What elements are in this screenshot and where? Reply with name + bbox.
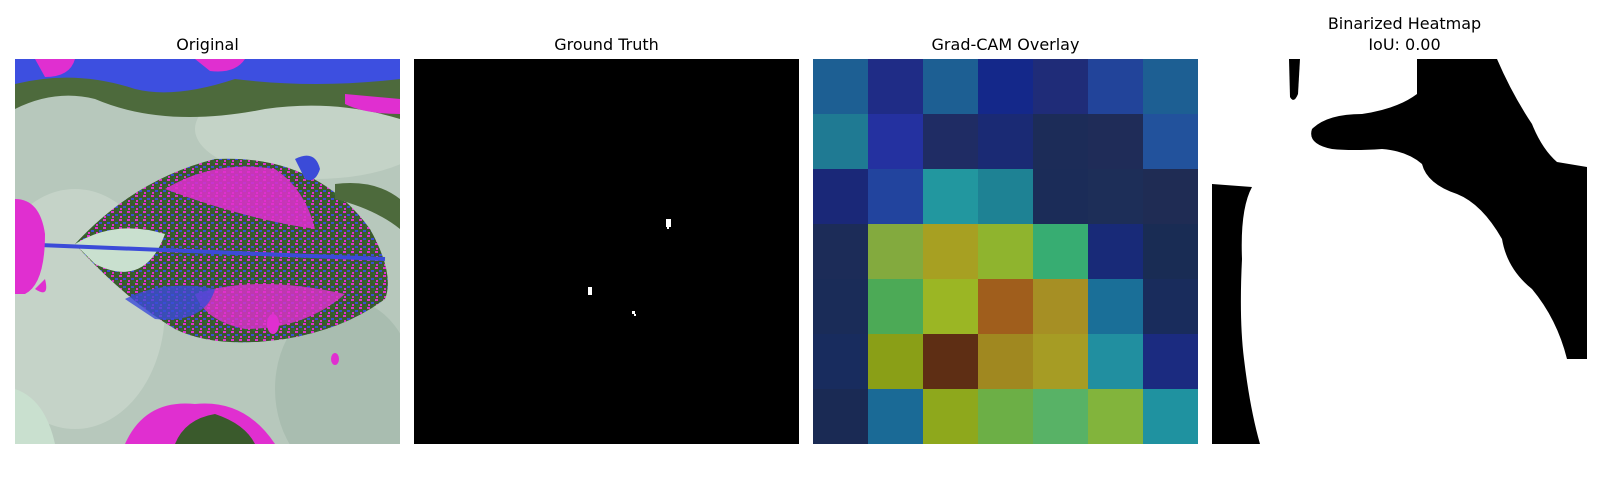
heatmap-cell xyxy=(813,389,868,444)
heatmap-cell xyxy=(923,169,978,224)
heatmap-cell xyxy=(1143,389,1198,444)
heatmap-cell xyxy=(923,59,978,114)
heatmap-cell xyxy=(978,279,1033,334)
heatmap-cell xyxy=(923,114,978,169)
heatmap-cell xyxy=(813,59,868,114)
ground-truth-title: Ground Truth xyxy=(554,35,659,54)
iou-label: IoU: 0.00 xyxy=(1368,35,1441,54)
heatmap-cell xyxy=(1033,114,1088,169)
heatmap-cell xyxy=(1088,279,1143,334)
heatmap-cell xyxy=(978,114,1033,169)
heatmap-cell xyxy=(813,224,868,279)
heatmap-cell xyxy=(868,169,923,224)
heatmap-cell xyxy=(923,224,978,279)
heatmap-cell xyxy=(868,114,923,169)
heatmap-cell xyxy=(868,59,923,114)
heatmap-cell xyxy=(923,389,978,444)
binarized-heatmap-title: Binarized Heatmap IoU: 0.00 xyxy=(1212,13,1597,55)
heatmap-cell xyxy=(1143,169,1198,224)
heatmap-cell xyxy=(978,169,1033,224)
heatmap-cell xyxy=(1088,59,1143,114)
binarized-heatmap-title-line: Binarized Heatmap xyxy=(1327,14,1482,33)
heatmap-cell xyxy=(1033,334,1088,389)
heatmap-cell xyxy=(1088,169,1143,224)
original-image xyxy=(15,59,400,444)
heatmap-cell xyxy=(1088,334,1143,389)
heatmap-cell xyxy=(1088,389,1143,444)
heatmap-cell xyxy=(1033,224,1088,279)
heatmap-cell xyxy=(868,224,923,279)
heatmap-cell xyxy=(1143,334,1198,389)
gradcam-overlay-title: Grad-CAM Overlay xyxy=(931,35,1080,54)
heatmap-cell xyxy=(1088,224,1143,279)
heatmap-cell xyxy=(978,334,1033,389)
gradcam-overlay xyxy=(813,59,1198,444)
heatmap-cell xyxy=(813,279,868,334)
heatmap-cell xyxy=(923,334,978,389)
heatmap-cell xyxy=(978,59,1033,114)
heatmap-cell xyxy=(978,389,1033,444)
heatmap-cell xyxy=(1033,169,1088,224)
heatmap-cell xyxy=(813,169,868,224)
heatmap-cell xyxy=(1088,114,1143,169)
heatmap-cell xyxy=(1143,114,1198,169)
heatmap-cell xyxy=(813,114,868,169)
heatmap-cell xyxy=(1143,59,1198,114)
heatmap-cell xyxy=(1143,224,1198,279)
heatmap-cell xyxy=(1033,279,1088,334)
heatmap-cell xyxy=(868,389,923,444)
original-title: Original xyxy=(176,35,239,54)
gradcam-heatmap-grid xyxy=(813,59,1198,444)
heatmap-cell xyxy=(868,279,923,334)
heatmap-cell xyxy=(868,334,923,389)
heatmap-cell xyxy=(1033,389,1088,444)
heatmap-cell xyxy=(978,224,1033,279)
heatmap-cell xyxy=(923,279,978,334)
heatmap-cell xyxy=(1143,279,1198,334)
binarized-heatmap xyxy=(1212,59,1597,444)
ground-truth-mask xyxy=(414,59,799,444)
heatmap-cell xyxy=(1033,59,1088,114)
heatmap-cell xyxy=(813,334,868,389)
